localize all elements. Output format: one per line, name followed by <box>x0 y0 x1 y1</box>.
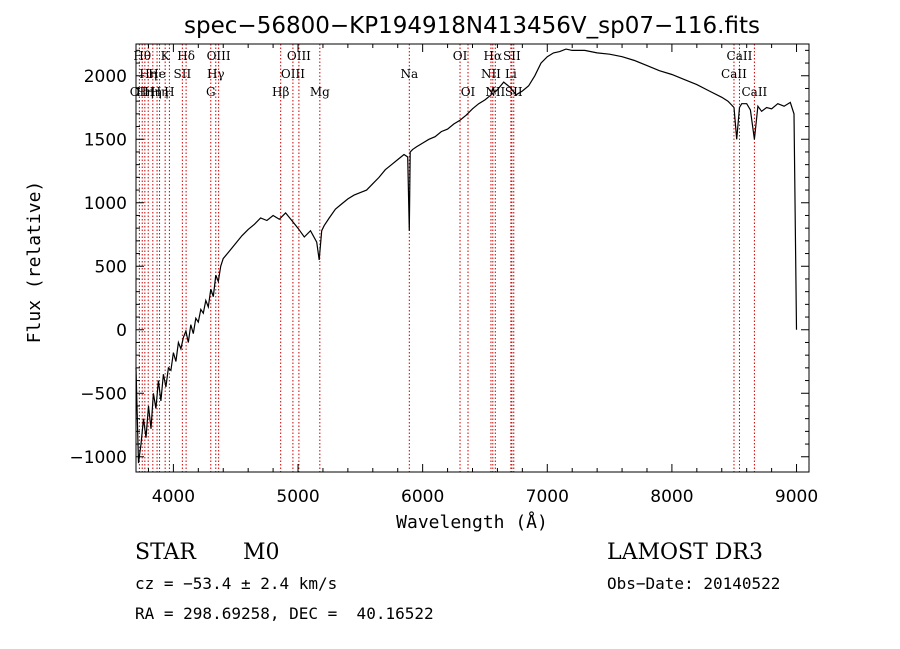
marker-label: SII <box>503 49 521 63</box>
marker-label: OII <box>130 85 150 99</box>
marker-label: CaII <box>727 49 753 63</box>
y-tick-label: 0 <box>116 321 127 341</box>
y-tick-label: 500 <box>95 257 127 277</box>
y-tick-label: −500 <box>80 384 127 404</box>
x-tick-label: 8000 <box>650 487 693 507</box>
marker-label: H <box>164 85 174 99</box>
y-tick-label: −1000 <box>69 448 127 468</box>
marker-label: CaII <box>741 85 767 99</box>
subclass-label: M0 <box>243 540 280 565</box>
marker-label: SII <box>174 67 192 81</box>
class-label: STAR <box>135 540 196 565</box>
spectrum-line <box>135 48 798 464</box>
x-axis-label: Wavelength (Å) <box>396 511 548 533</box>
ra-dec: RA = 298.69258, DEC = 40.16522 <box>135 604 434 623</box>
obs-date: Obs−Date: 20140522 <box>607 574 781 593</box>
marker-label: He <box>148 67 166 81</box>
marker-label: G <box>206 85 216 99</box>
marker-label: OI <box>461 85 476 99</box>
marker-label: K <box>161 49 171 63</box>
marker-label: Hθ <box>133 49 151 63</box>
marker-label: Na <box>400 67 418 81</box>
marker-label: Li <box>505 67 517 81</box>
survey-label: LAMOST DR3 <box>607 540 763 565</box>
y-tick-label: 2000 <box>84 67 127 87</box>
marker-label: Mg <box>310 85 330 99</box>
marker-label: OIII <box>207 49 231 63</box>
marker-label: Hδ <box>177 49 195 63</box>
y-tick-label: 1000 <box>84 194 127 214</box>
cz-value: cz = −53.4 ± 2.4 km/s <box>135 574 338 593</box>
marker-label: Hη <box>151 85 169 99</box>
marker-label: OI <box>453 49 468 63</box>
x-tick-label: 4000 <box>152 487 195 507</box>
y-tick-label: 1500 <box>84 130 127 150</box>
marker-label: Hη <box>136 85 154 99</box>
x-tick-label: 9000 <box>775 487 818 507</box>
marker-label: Hβ <box>272 85 289 99</box>
y-axis-label: Flux (relative) <box>24 181 45 344</box>
marker-label: OIII <box>287 49 311 63</box>
marker-label: CaII <box>721 67 747 81</box>
marker-label: Hη <box>144 85 162 99</box>
marker-label: NII <box>481 67 501 81</box>
x-tick-label: 6000 <box>401 487 444 507</box>
marker-label: Hα <box>484 49 503 63</box>
x-tick-label: 5000 <box>276 487 319 507</box>
chart-title: spec−56800−KP194918N413456V_sp07−116.fit… <box>184 13 760 39</box>
x-tick-label: 7000 <box>526 487 569 507</box>
marker-label: Hγ <box>207 67 225 81</box>
marker-label: OIII <box>281 67 305 81</box>
marker-label: Hη <box>139 67 157 81</box>
